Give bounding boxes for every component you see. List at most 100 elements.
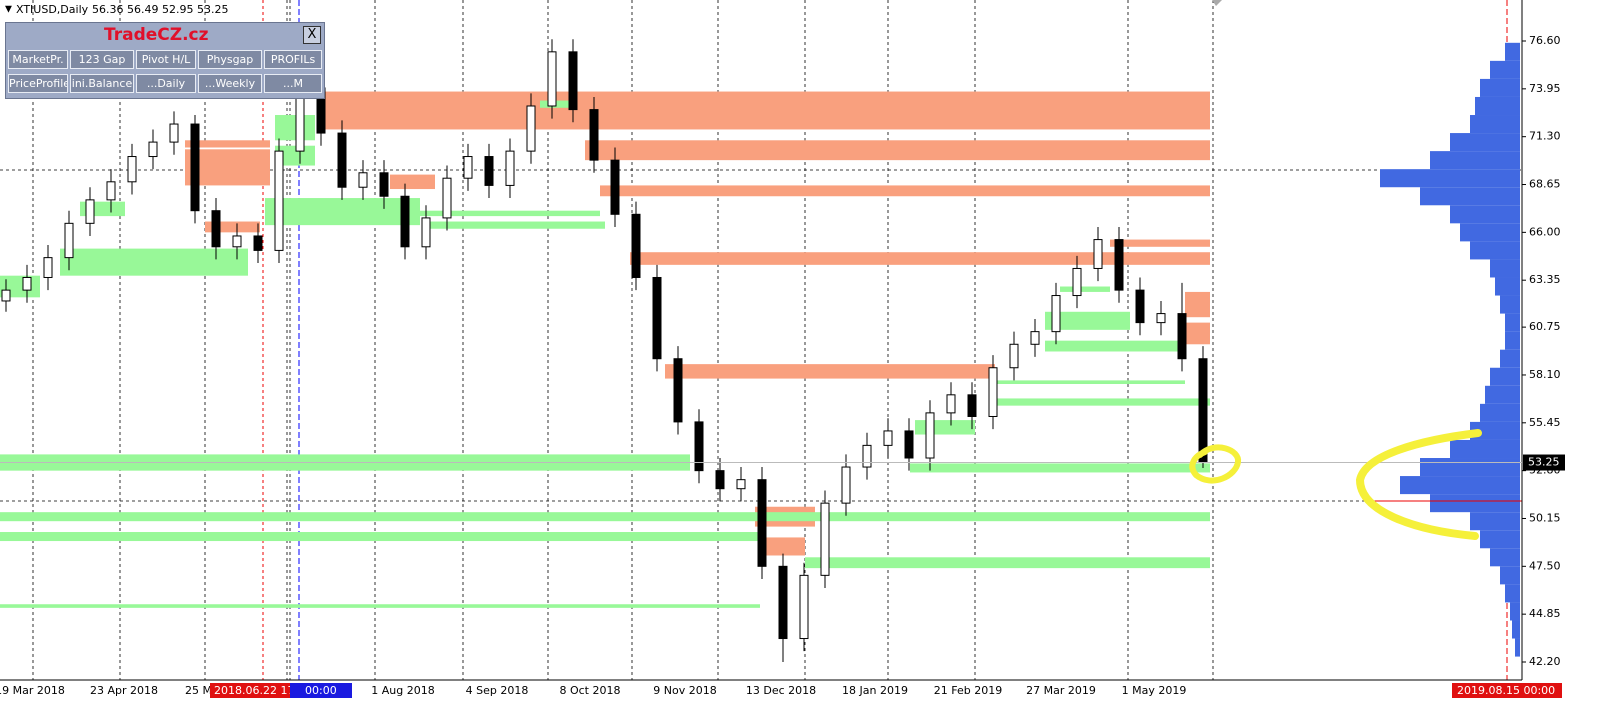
demand-zone [995,380,1185,384]
profile-bar [1430,494,1520,513]
candle-body [400,195,410,248]
profile-bar [1470,512,1520,531]
candle-body [232,235,242,248]
profile-bar [1450,133,1520,152]
candle-body [85,199,95,224]
supply-zone [600,185,1210,197]
candle-body [778,565,788,640]
panel-button[interactable]: ini.Balance [70,74,134,93]
candle-body [127,156,137,183]
candle-body [967,394,977,417]
profile-bar [1450,205,1520,224]
zones [0,91,1210,608]
menu-arrow[interactable]: ▼ [5,5,12,15]
profile-bar [1505,584,1520,603]
candle-body [946,394,956,414]
demand-zone [265,198,420,226]
profile-bar [1400,476,1520,495]
candle-body [358,172,368,188]
candle-body [799,574,809,640]
profile-bar [1485,385,1520,404]
current-price-box [1523,454,1565,471]
candles [1,39,1208,662]
profile-bar [1515,638,1520,657]
panel-button[interactable]: PriceProfile [8,74,68,93]
price-label: 76.60 [1529,34,1561,47]
price-label: 63.35 [1529,273,1561,286]
time-label: 27 Mar 2019 [1026,684,1096,697]
candle-body [253,235,263,251]
time-label: 9 Nov 2018 [653,684,716,697]
profile-bar [1495,277,1520,296]
candle-body [1177,313,1187,360]
candle-body [568,51,578,111]
candle-body [1051,295,1061,333]
axes: 76.60 73.95 71.30 68.65 66.00 63.35 60.75 58.10… [0,34,1565,698]
candle-body [442,177,452,219]
candle-body [904,430,914,459]
candle-body [841,466,851,504]
supply-zone [1110,239,1210,247]
demand-zone [1045,311,1130,330]
panel-button[interactable]: PROFILs [264,50,322,69]
price-label: 71.30 [1529,130,1561,143]
candle-body [673,358,683,423]
time-label: 1 May 2019 [1122,684,1187,697]
profile-bar [1512,620,1520,639]
profile-bar [1490,60,1520,79]
demand-zone [275,115,315,141]
candle-body [190,123,200,212]
candle-body [148,141,158,158]
supply-zone [630,252,1210,265]
time-label: 23 Apr 2018 [90,684,158,697]
profile-bar [1505,42,1520,61]
profile-bar [1505,313,1520,332]
candle-body [631,213,641,278]
profile-bar [1450,439,1520,459]
time-label: 21 Feb 2019 [934,684,1002,697]
demand-zone [60,248,248,276]
panel-button[interactable]: ...M [264,74,322,93]
profile-bar [1470,241,1520,260]
profile-bar [1420,458,1520,477]
time-label: 1 Aug 2018 [371,684,434,697]
candle-body [22,276,32,291]
panel-button[interactable]: ...Weekly [198,74,262,93]
supply-zone [390,174,435,190]
panel-button[interactable]: ...Daily [136,74,196,93]
candle-body [1093,239,1103,269]
candle-body [862,444,872,468]
panel-button[interactable]: Physgap [198,50,262,69]
candle-body [484,156,494,186]
candle-body [547,51,557,107]
profile-bar [1430,151,1520,170]
demand-zone [990,398,1210,406]
panel-button[interactable]: Pivot H/L [136,50,196,69]
candle-body [589,109,599,161]
candle-body [169,123,179,143]
candle-body [883,430,893,446]
demand-zone [0,604,760,608]
candle-body [736,479,746,490]
panel-button[interactable]: 123 Gap [70,50,134,69]
profile-bar [1460,223,1520,242]
price-label: 47.50 [1529,559,1561,572]
price-label: 58.10 [1529,368,1561,381]
current-price-label: 53.25 [1528,456,1560,469]
profile-bar [1490,367,1520,386]
end-date: 2019.08.15 00:00 [1457,684,1555,697]
volume-profile [1370,42,1522,657]
demand-zone [430,221,605,229]
panel-button[interactable]: MarketPr. [8,50,68,69]
profile-bar [1470,421,1520,440]
profile-bar [1480,403,1520,422]
candle-body [1009,343,1019,369]
profile-bar [1470,115,1520,134]
profile-bar [1480,78,1520,97]
supply-zone [320,91,1210,130]
demand-zone [420,210,600,217]
close-button[interactable]: X [303,26,321,44]
scroll-marker [1212,0,1222,6]
